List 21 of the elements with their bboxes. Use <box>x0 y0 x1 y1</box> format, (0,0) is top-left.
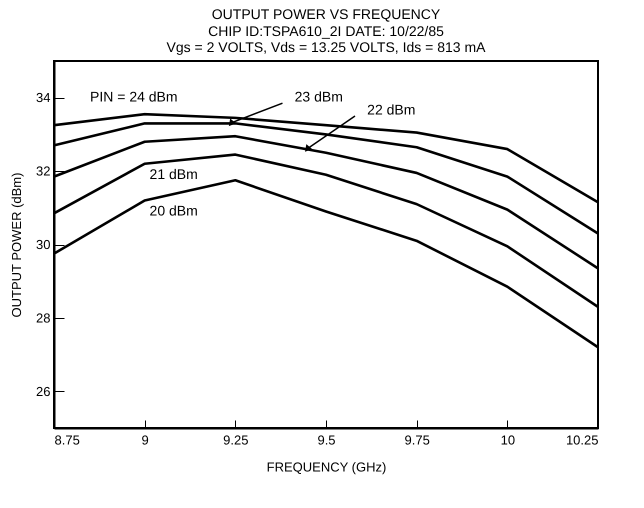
y-tick-label: 34 <box>36 90 50 106</box>
x-tick-label: 10 <box>500 432 516 448</box>
x-tick-label: 9 <box>142 432 149 448</box>
chart-subtitle: CHIP ID:TSPA610_2I DATE: 10/22/85 Vgs = 2 VOLTS, Vds = 13.25 VOLTS, Ids = 813 mA <box>166 23 486 55</box>
y-tick-label: 32 <box>36 164 50 179</box>
x-axis-title: FREQUENCY (GHz) <box>266 460 386 474</box>
series-label: 21 dBm <box>150 166 198 182</box>
x-tick-label: 9.75 <box>404 432 430 448</box>
x-tick-label: 8.75 <box>54 432 80 448</box>
y-tick-label: 28 <box>36 310 50 326</box>
x-tick-label: 9.25 <box>223 432 248 448</box>
x-tick-label: 9.5 <box>317 432 336 448</box>
y-tick-label: 26 <box>36 384 50 399</box>
series-label: 20 dBm <box>150 202 198 218</box>
y-axis-title: OUTPUT POWER (dBm) <box>9 172 24 318</box>
chart-title: OUTPUT POWER VS FREQUENCY <box>212 6 441 22</box>
y-tick-label: 30 <box>36 237 50 252</box>
series-label: 23 dBm <box>294 88 343 105</box>
text: 22 dBm <box>367 102 416 118</box>
series-label: PIN = 24 dBm <box>90 88 178 105</box>
x-tick-label: 10.25 <box>566 432 598 448</box>
